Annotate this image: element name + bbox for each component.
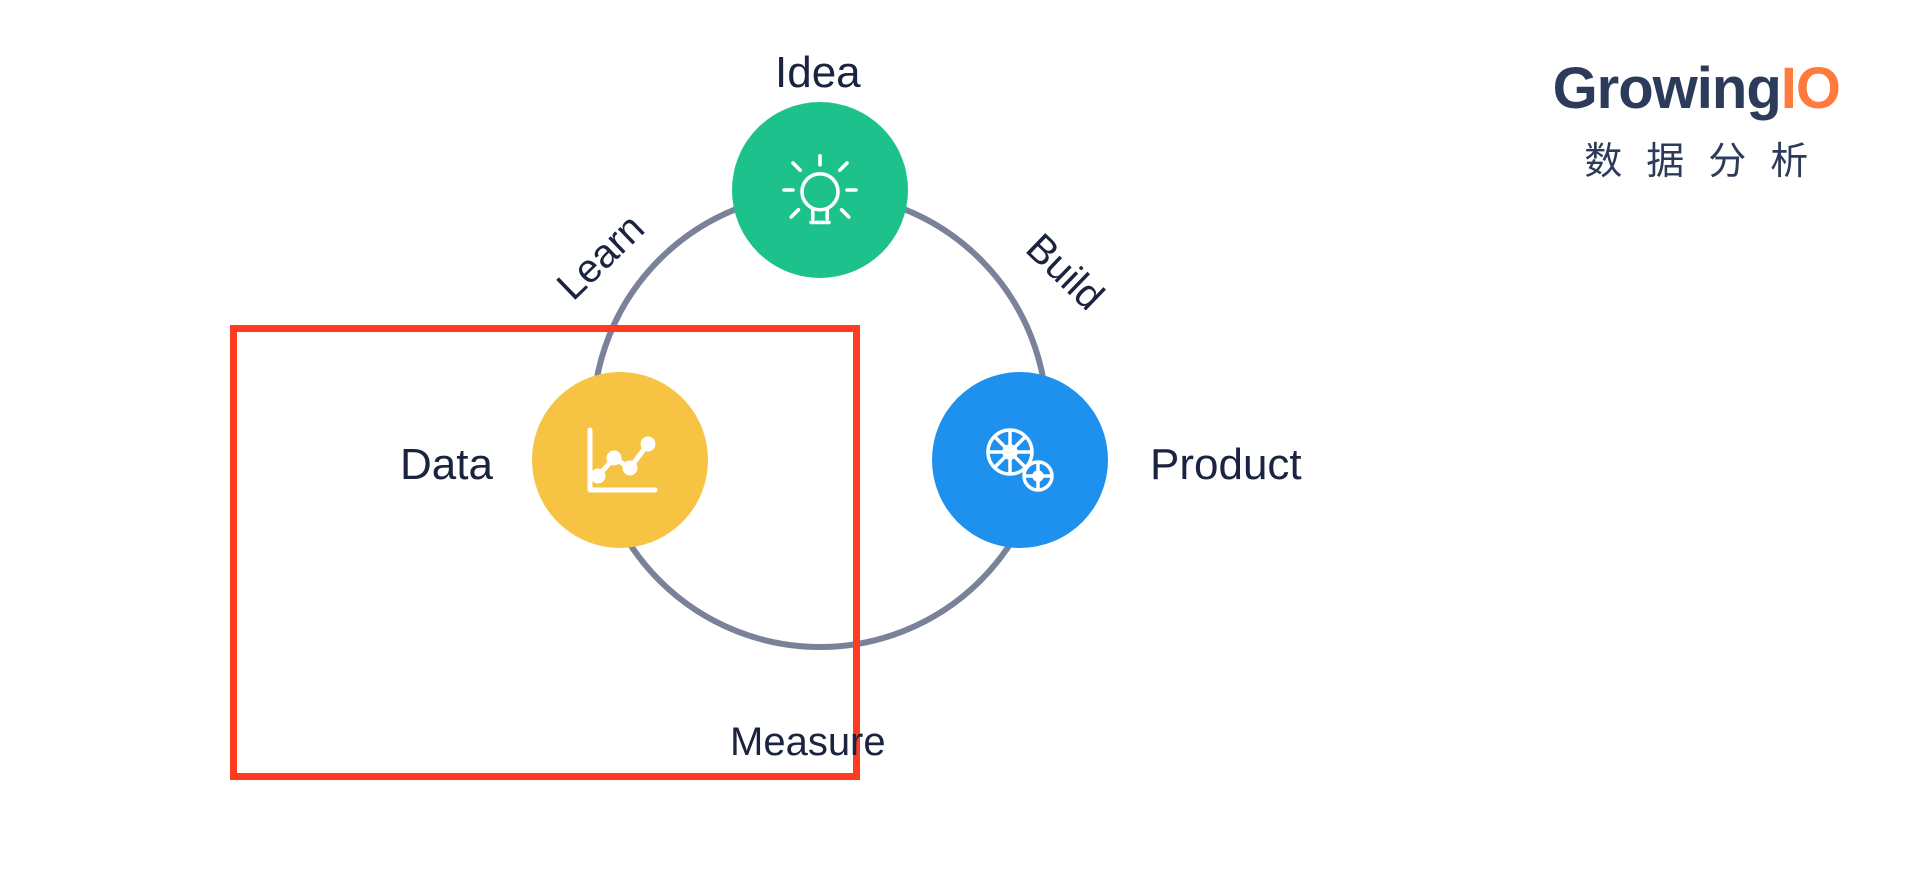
logo-subtitle: 数据分析	[1553, 130, 1840, 185]
logo-text-growing: Growing	[1553, 56, 1781, 121]
lightbulb-icon	[775, 145, 865, 235]
chart-icon	[570, 410, 670, 510]
logo-text: GrowingIO	[1553, 55, 1840, 122]
lean-cycle-diagram: Idea Product Data Build Measure Learn	[280, 40, 1480, 840]
label-data: Data	[400, 440, 493, 490]
gears-icon	[970, 410, 1070, 510]
edge-label-build: Build	[1017, 225, 1112, 319]
logo-text-io: IO	[1781, 56, 1840, 121]
data-highlight-box	[230, 325, 860, 780]
label-idea: Idea	[775, 48, 861, 98]
node-data	[532, 372, 708, 548]
brand-logo: GrowingIO 数据分析	[1553, 55, 1840, 185]
label-product: Product	[1150, 440, 1302, 490]
node-product	[932, 372, 1108, 548]
edge-label-measure: Measure	[730, 720, 886, 765]
node-idea	[732, 102, 908, 278]
